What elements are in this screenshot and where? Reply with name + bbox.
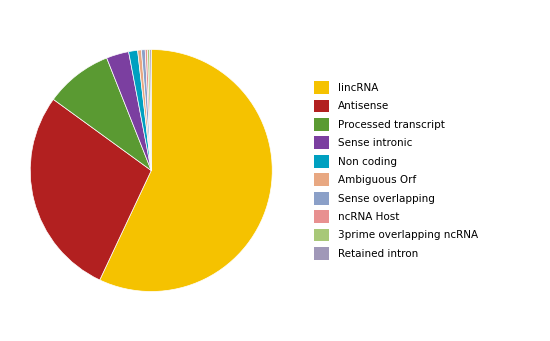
Wedge shape (138, 50, 151, 170)
Wedge shape (100, 49, 272, 292)
Wedge shape (107, 51, 151, 170)
Wedge shape (129, 50, 151, 170)
Legend: lincRNA, Antisense, Processed transcript, Sense intronic, Non coding, Ambiguous : lincRNA, Antisense, Processed transcript… (314, 81, 478, 260)
Wedge shape (53, 58, 151, 170)
Wedge shape (147, 49, 151, 170)
Wedge shape (145, 49, 151, 170)
Wedge shape (150, 49, 151, 170)
Wedge shape (30, 99, 151, 280)
Wedge shape (141, 50, 151, 170)
